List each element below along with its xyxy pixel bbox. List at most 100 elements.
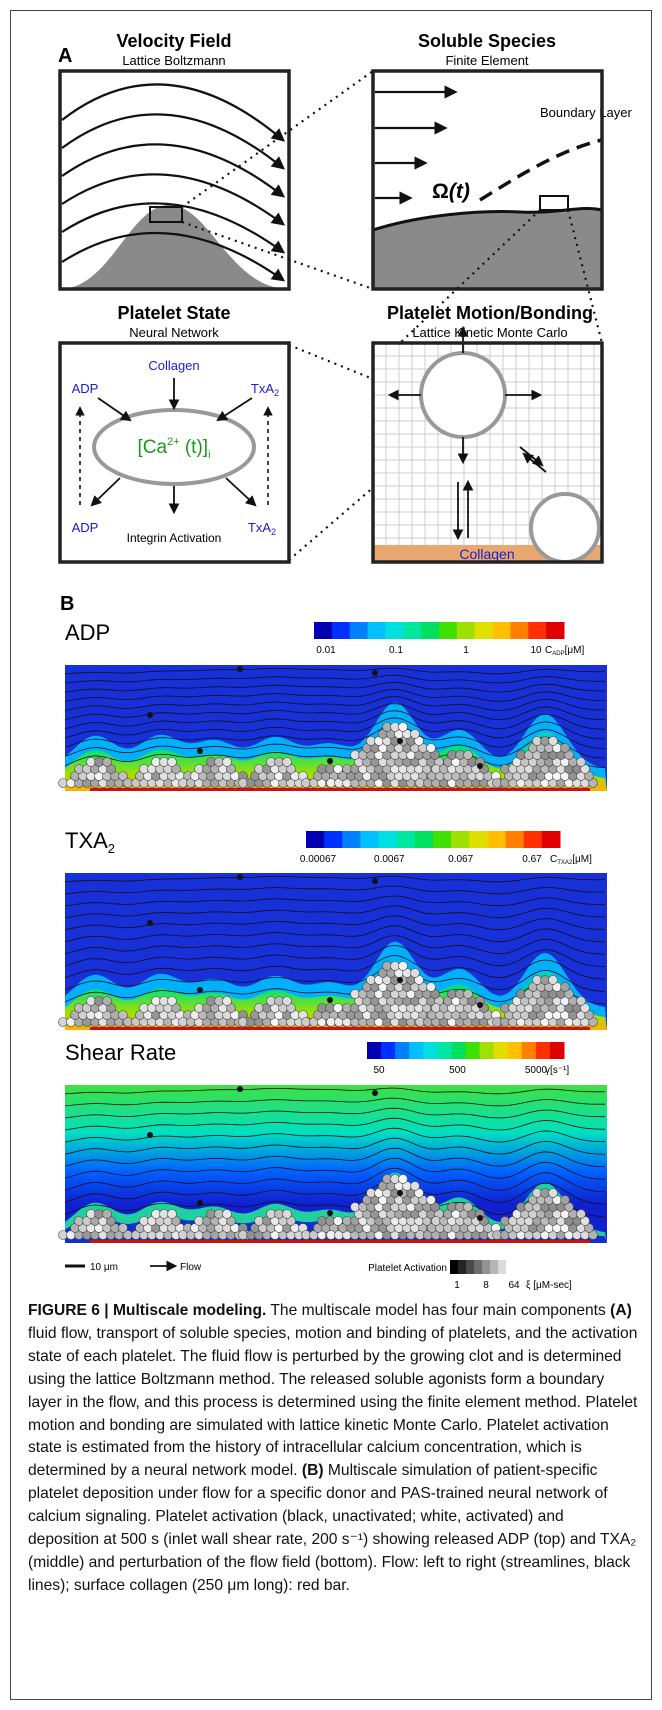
- colorbar-cell: [421, 622, 440, 639]
- colorbar-cell: [479, 1042, 495, 1059]
- colorbar-cell: [535, 1042, 551, 1059]
- platelet: [167, 757, 177, 767]
- platelet: [139, 1003, 149, 1013]
- platelet: [159, 757, 169, 767]
- platelet: [301, 1230, 311, 1240]
- colorbar-cell: [521, 1042, 537, 1059]
- label: (t)]: [180, 437, 209, 458]
- platelet: [254, 1003, 264, 1013]
- platelet: [431, 1216, 441, 1226]
- colorbar-cell: [367, 1042, 382, 1059]
- platelet: [301, 778, 311, 788]
- label: (t): [449, 180, 470, 203]
- colorbar-cell: [437, 1042, 452, 1059]
- streamline: [64, 945, 606, 967]
- colorbar-tick: 0.01: [316, 645, 336, 656]
- colorbar-unit: [μM]: [565, 645, 585, 656]
- platelet: [178, 1017, 188, 1027]
- free-platelet: [237, 666, 243, 672]
- colorbar-cell: [523, 831, 543, 848]
- platelet: [431, 764, 441, 774]
- platelet: [86, 757, 96, 767]
- platelet: [167, 1209, 177, 1219]
- colorbar-cell: [498, 1260, 506, 1274]
- streamline: [64, 1097, 605, 1107]
- colorbar-cell: [423, 1042, 438, 1059]
- colorbar-cell: [510, 622, 529, 639]
- legend-tick: 64: [508, 1280, 520, 1291]
- platelet: [492, 1017, 502, 1027]
- platelet: [390, 722, 400, 732]
- streamline: [64, 688, 606, 702]
- streamline: [64, 674, 605, 684]
- colorbar-cell: [487, 831, 507, 848]
- platelet: [516, 989, 526, 999]
- label: Boundary Layer: [540, 105, 632, 120]
- platelet: [238, 1017, 248, 1027]
- free-platelet: [197, 748, 203, 754]
- colorbar-cell: [409, 1042, 424, 1059]
- platelet: [342, 764, 352, 774]
- platelet: [342, 1003, 352, 1013]
- map-title: Shear Rate: [65, 1040, 176, 1065]
- platelet: [282, 757, 292, 767]
- caption-heading: FIGURE 6 | Multiscale modeling.: [28, 1302, 267, 1319]
- label: TxA: [248, 520, 271, 535]
- collagen-bar: [90, 1240, 590, 1243]
- colorbar-cell: [349, 622, 369, 639]
- streamline: [64, 1117, 605, 1131]
- platelet: [194, 764, 204, 774]
- panel-title: Soluble Species: [418, 31, 556, 51]
- platelet: [58, 1230, 68, 1240]
- colorbar-cell: [433, 831, 452, 848]
- platelet: [317, 1216, 327, 1226]
- panel-title: Platelet State: [117, 303, 230, 323]
- platelet: [390, 961, 400, 971]
- platelet: [222, 1209, 232, 1219]
- platelet: [398, 961, 408, 971]
- platelet: [560, 982, 570, 992]
- platelet: [447, 1202, 457, 1212]
- colorbar-cell: [385, 622, 404, 639]
- caption-label: (A): [610, 1302, 632, 1319]
- colorbar-cell: [331, 622, 351, 639]
- colorbar-cell: [395, 1042, 410, 1059]
- platelet: [238, 778, 248, 788]
- free-platelet: [372, 670, 378, 676]
- platelet: [94, 1209, 104, 1219]
- streamline: [64, 1137, 606, 1155]
- label: Ω: [432, 180, 449, 203]
- motion-diagram: Collagen: [371, 325, 604, 564]
- platelet: [455, 1202, 465, 1212]
- platelet: [426, 743, 436, 753]
- platelet: [500, 1003, 510, 1013]
- colorbar-tick: 10: [530, 645, 542, 656]
- colorbar-cell: [450, 1260, 458, 1274]
- label: [Ca: [137, 437, 167, 458]
- platelet: [254, 764, 264, 774]
- colorbar-cell: [490, 1260, 498, 1274]
- streamline: [64, 1147, 606, 1168]
- map-title: TXA2: [65, 828, 115, 856]
- free-platelet: [327, 758, 333, 764]
- platelet: [118, 1223, 128, 1233]
- colorbar-cell: [456, 622, 476, 639]
- platelet: [326, 778, 336, 788]
- streamline: [64, 731, 606, 759]
- caption-text: fluid flow, transport of soluble species…: [28, 1324, 638, 1480]
- free-platelet: [147, 920, 153, 926]
- platelet: [123, 1230, 133, 1240]
- platelet: [159, 1209, 169, 1219]
- platelet: [325, 1216, 335, 1226]
- platelet: [398, 722, 408, 732]
- platelet: [415, 778, 425, 788]
- platelet: [492, 778, 502, 788]
- colorbar-cell: [342, 831, 361, 848]
- streamline: [64, 1167, 606, 1193]
- platelet: [74, 1216, 84, 1226]
- free-platelet: [372, 1090, 378, 1096]
- platelet: [86, 1209, 96, 1219]
